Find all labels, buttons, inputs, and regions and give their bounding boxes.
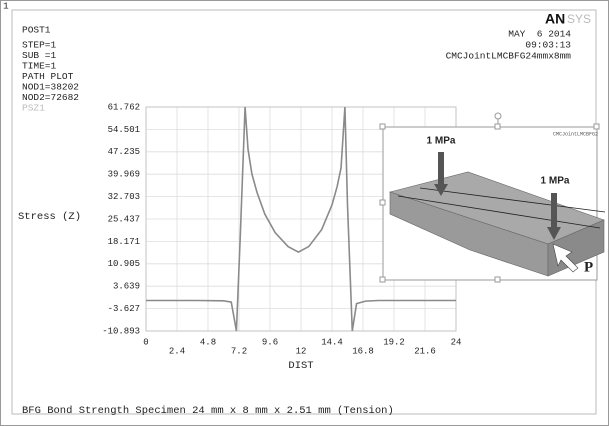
info-line: NOD1=38202 [22,82,79,93]
handle [380,200,385,205]
load-arrow [438,152,444,184]
y-tick-label: 3.639 [113,282,140,292]
info-line: STEP=1 [22,40,57,51]
handle [495,124,500,129]
point-label: P [584,259,593,275]
info-line: TIME=1 [22,61,57,72]
y-tick-label: 61.762 [108,102,140,112]
logo-an: AN [545,11,565,27]
handle [594,124,599,129]
info-line: NOD2=72682 [22,92,79,103]
x-tick-label: 14.4 [321,337,343,347]
y-tick-label: 18.171 [108,237,140,247]
y-tick-label: 25.437 [108,214,140,224]
load-arrow [551,193,557,227]
x-tick-label: 4.8 [200,337,216,347]
handle [495,277,500,282]
info-line: PATH PLOT [22,71,74,82]
rotate-handle [495,113,501,119]
x-tick-label: 21.6 [414,346,436,356]
jobname: CMCJointLMCBFG24mmx8mm [446,51,572,62]
load-label: 1 MPa [541,176,570,187]
x-tick-label: 19.2 [383,337,405,347]
x-tick-label: 0 [143,337,148,347]
logo-sys: SYS [567,12,591,26]
handle [380,124,385,129]
x-tick-label: 9.6 [262,337,278,347]
y-tick-label: 32.703 [108,192,140,202]
program: POST1 [22,25,51,36]
y-tick-label: 54.501 [108,125,140,135]
date: MAY 6 2014 [508,29,571,40]
x-tick-label: 16.8 [352,346,374,356]
screen: 1 POST1 AN SYS MAY 6 2014 09:03:13 CMCJo… [0,0,609,426]
x-tick-label: 2.4 [169,346,185,356]
time: 09:03:13 [525,40,571,51]
x-tick-label: 24 [451,337,462,347]
y-axis-label: Stress (Z) [18,211,81,223]
window-number: 1 [3,1,9,12]
y-tick-label: 39.969 [108,170,140,180]
inset: CMCJointLMCBFG2 1 MPa 1 MPa P [380,113,605,282]
handle [380,277,385,282]
info-line: SUB =1 [22,50,57,61]
x-tick-label: 12 [296,346,307,356]
y-tick-label: 47.235 [108,147,140,157]
y-tick-label: -3.627 [108,304,140,314]
y-tick-label: -10.893 [102,326,140,336]
inset-label: CMCJointLMCBFG2 [553,131,598,137]
legend-label: PSZ1 [22,103,45,114]
caption: BFG Bond Strength Specimen 24 mm x 8 mm … [22,405,394,417]
x-axis-label: DIST [288,360,313,372]
y-tick-label: 10.905 [108,259,140,269]
load-label: 1 MPa [427,136,456,147]
x-tick-label: 7.2 [231,346,247,356]
